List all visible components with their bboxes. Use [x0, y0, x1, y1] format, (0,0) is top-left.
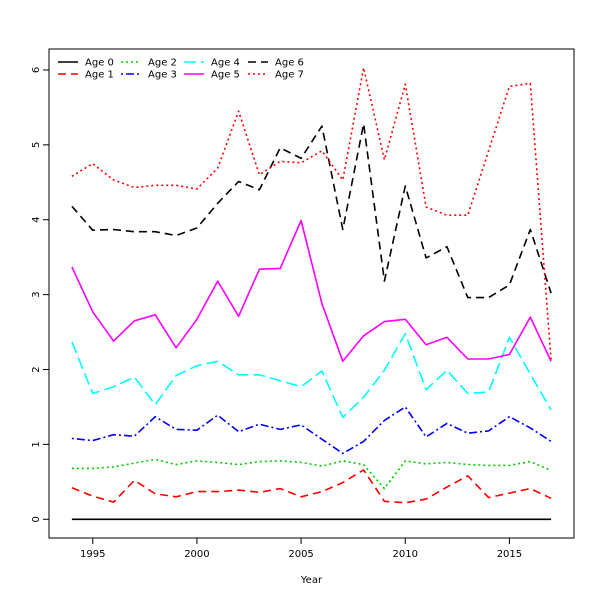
series-line-age-5: [71, 219, 552, 363]
y-axis: 0 1 2 3 4 5 6: [31, 67, 50, 522]
series-line-age-1: [71, 469, 552, 504]
y-tick-label: 1: [31, 441, 42, 447]
legend-label: Age 5: [211, 70, 240, 81]
series-line-age-6: [71, 123, 552, 299]
series-line-age-7: [71, 66, 552, 361]
x-tick-label: 2000: [184, 549, 209, 560]
plot-series-group: [71, 66, 552, 521]
series-line-age-3: [71, 406, 552, 455]
series-line-age-4: [71, 332, 552, 419]
x-tick-label: 1995: [80, 549, 105, 560]
y-tick-label: 0: [31, 516, 42, 522]
legend-label: Age 2: [148, 58, 177, 69]
x-tick-label: 2010: [393, 549, 418, 560]
x-tick-label: 2005: [288, 549, 313, 560]
x-tick-label: 2015: [497, 549, 522, 560]
y-tick-label: 3: [31, 291, 42, 297]
series-line-age-2: [71, 458, 552, 490]
legend-label: Age 1: [85, 70, 114, 81]
legend-label: Age 0: [85, 58, 114, 69]
x-axis-label: Year: [300, 575, 323, 586]
legend-label: Age 4: [211, 58, 240, 69]
legend-label: Age 3: [148, 70, 177, 81]
legend-label: Age 7: [275, 70, 304, 81]
legend-label: Age 6: [275, 58, 304, 69]
y-tick-label: 2: [31, 366, 42, 372]
x-axis: 1995 2000 2005 2010 2015: [80, 537, 522, 560]
y-tick-label: 6: [31, 67, 42, 73]
y-tick-label: 5: [31, 142, 42, 148]
y-tick-label: 4: [31, 217, 42, 223]
